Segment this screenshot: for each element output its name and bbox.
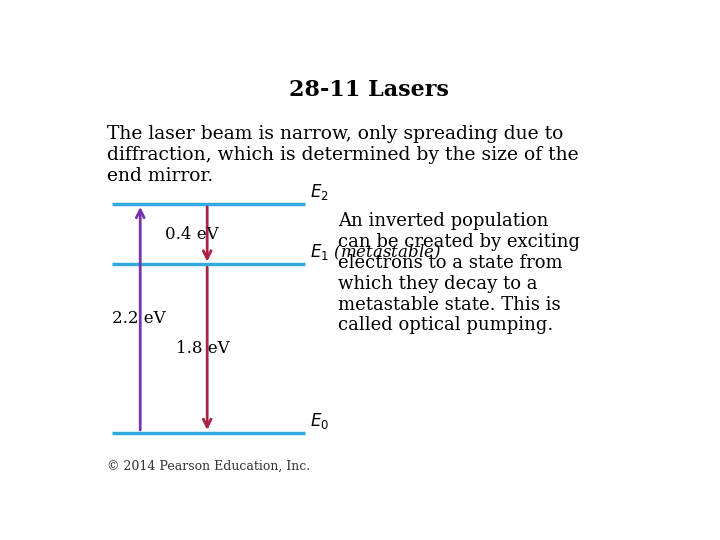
Text: An inverted population
can be created by exciting
electrons to a state from
whic: An inverted population can be created by… [338,212,580,334]
Text: $E_1$ (metastable): $E_1$ (metastable) [310,242,441,262]
Text: © 2014 Pearson Education, Inc.: © 2014 Pearson Education, Inc. [107,460,310,472]
Text: The laser beam is narrow, only spreading due to
diffraction, which is determined: The laser beam is narrow, only spreading… [107,125,578,185]
Text: 28-11 Lasers: 28-11 Lasers [289,79,449,102]
Text: $E_2$: $E_2$ [310,182,329,202]
Text: $E_0$: $E_0$ [310,411,330,431]
Text: 2.2 eV: 2.2 eV [112,310,166,327]
Text: 1.8 eV: 1.8 eV [176,340,230,357]
Text: 0.4 eV: 0.4 eV [166,226,219,243]
